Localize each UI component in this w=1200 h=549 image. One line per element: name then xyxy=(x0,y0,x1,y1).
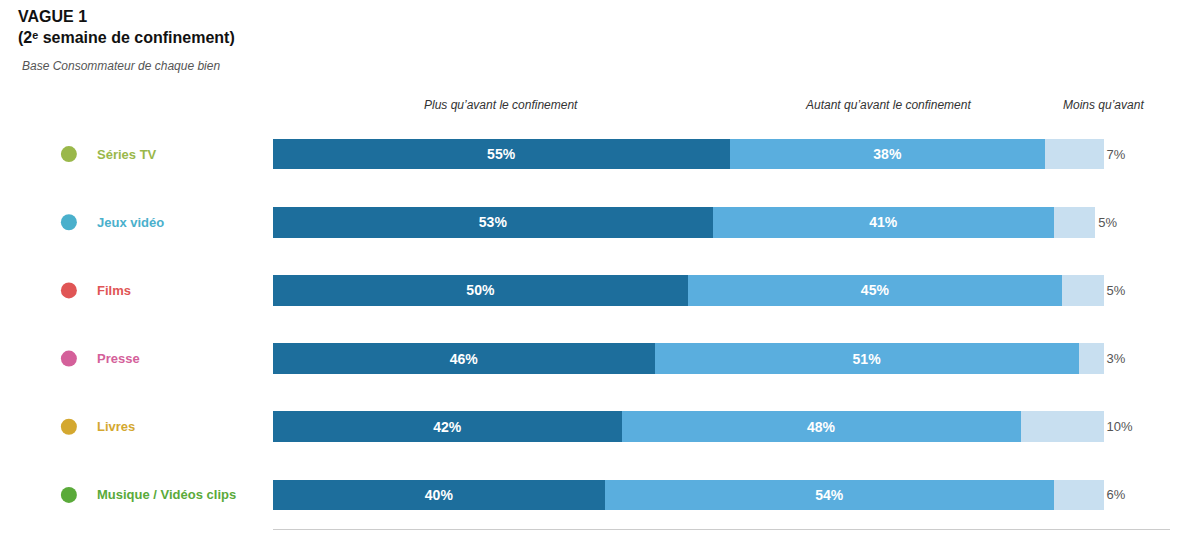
svg-text:51%: 51% xyxy=(853,351,882,367)
svg-text:Presse: Presse xyxy=(97,351,140,366)
svg-text:Séries TV: Séries TV xyxy=(97,147,157,162)
svg-text:Base Consommateur de chaque bi: Base Consommateur de chaque bien xyxy=(22,59,220,73)
svg-text:10%: 10% xyxy=(1107,419,1133,434)
svg-text:55%: 55% xyxy=(487,146,516,162)
svg-text:5%: 5% xyxy=(1107,283,1126,298)
svg-text:Moins qu’avant: Moins qu’avant xyxy=(1063,98,1144,112)
svg-text:50%: 50% xyxy=(466,282,495,298)
svg-text:Jeux vidéo: Jeux vidéo xyxy=(97,215,164,230)
svg-text:6%: 6% xyxy=(1107,487,1126,502)
svg-text:7%: 7% xyxy=(1107,147,1126,162)
svg-text:VAGUE 1(2ᵉ semaine de confinem: VAGUE 1(2ᵉ semaine de confinement) xyxy=(18,8,235,46)
svg-text:48%: 48% xyxy=(807,419,836,435)
svg-text:41%: 41% xyxy=(869,214,898,230)
svg-text:Autant qu’avant le confinement: Autant qu’avant le confinement xyxy=(805,98,971,112)
svg-text:5%: 5% xyxy=(1098,215,1117,230)
svg-text:38%: 38% xyxy=(873,146,902,162)
svg-text:54%: 54% xyxy=(815,487,844,503)
svg-text:Livres: Livres xyxy=(97,419,135,434)
svg-text:Musique / Vidéos clips: Musique / Vidéos clips xyxy=(97,487,236,502)
svg-text:46%: 46% xyxy=(450,351,479,367)
svg-text:42%: 42% xyxy=(433,419,462,435)
svg-text:Films: Films xyxy=(97,283,131,298)
svg-text:3%: 3% xyxy=(1107,351,1126,366)
svg-text:40%: 40% xyxy=(425,487,454,503)
svg-text:Plus qu’avant le confinement: Plus qu’avant le confinement xyxy=(424,98,578,112)
svg-text:45%: 45% xyxy=(861,282,890,298)
svg-text:53%: 53% xyxy=(479,214,508,230)
